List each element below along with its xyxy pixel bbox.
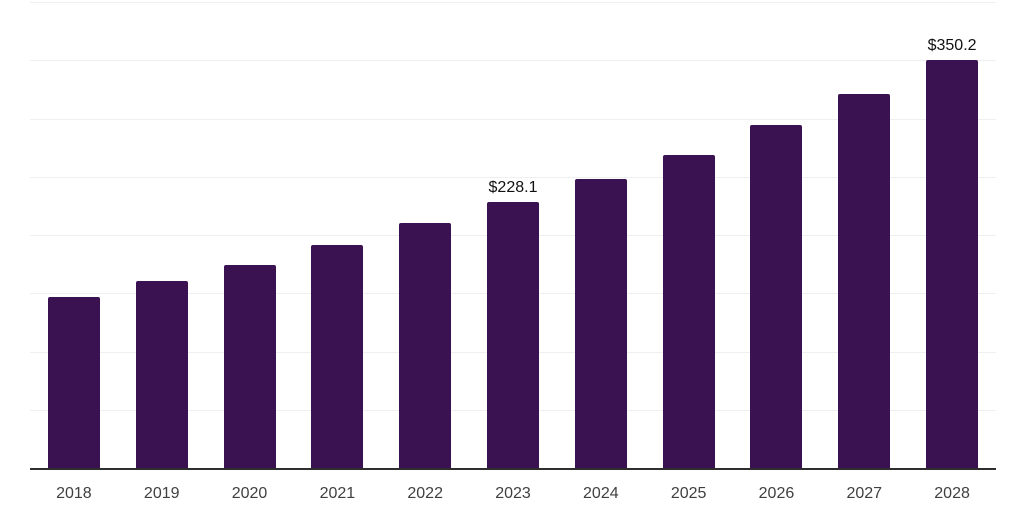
- x-tick-label-2028: 2028: [934, 485, 970, 502]
- x-tick-label-2018: 2018: [56, 485, 92, 502]
- bar-2021: [311, 244, 364, 468]
- x-tick-label-2026: 2026: [758, 485, 795, 502]
- bar-2020: [223, 264, 276, 468]
- x-tick-label-2019: 2019: [143, 485, 180, 502]
- x-tick-label-2027: 2027: [846, 485, 883, 502]
- x-tick-label-2021: 2021: [319, 485, 356, 502]
- plot-area: $228.1 $350.2: [30, 2, 996, 468]
- bar-2024: [574, 179, 627, 468]
- gridline-400: [30, 2, 996, 3]
- bar-2018: [47, 296, 100, 468]
- bar-2025: [662, 154, 715, 468]
- x-tick-label-2025: 2025: [670, 485, 707, 502]
- bar-value-label-2028: $350.2: [927, 37, 977, 55]
- x-tick-label-2024: 2024: [583, 485, 619, 502]
- x-axis-line: [30, 468, 996, 470]
- bar-2026: [750, 124, 803, 468]
- gridline-300: [30, 118, 996, 120]
- gridline-250: [30, 176, 996, 178]
- gridline-350: [30, 60, 996, 62]
- bar-2019: [135, 280, 188, 468]
- bar-2022: [399, 223, 452, 468]
- bar-2028: [926, 60, 979, 468]
- x-tick-label-2020: 2020: [231, 485, 268, 502]
- bar-2027: [838, 94, 891, 468]
- x-tick-label-2022: 2022: [407, 485, 443, 502]
- bar-value-label-2023: $228.1: [488, 179, 538, 197]
- bar-2023: [487, 202, 539, 468]
- x-tick-label-2023: 2023: [495, 485, 531, 502]
